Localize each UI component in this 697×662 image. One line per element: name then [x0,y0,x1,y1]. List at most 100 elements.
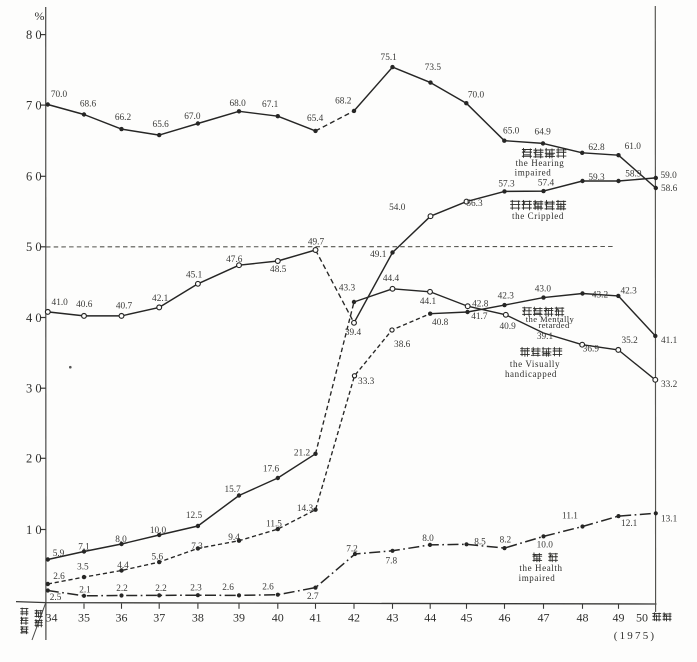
svg-text:61.0: 61.0 [625,142,642,152]
svg-text:2.7: 2.7 [307,592,319,602]
svg-text:75.1: 75.1 [381,53,398,63]
svg-text:57.3: 57.3 [498,180,515,190]
svg-text:3 0: 3 0 [26,382,42,396]
svg-text:(1975): (1975) [614,630,657,642]
svg-text:68.6: 68.6 [80,100,97,110]
svg-text:5.6: 5.6 [151,553,163,563]
svg-text:58.9: 58.9 [625,170,642,180]
svg-text:54.0: 54.0 [389,203,406,213]
svg-text:42.1: 42.1 [152,294,169,304]
svg-text:59.0: 59.0 [661,171,678,181]
svg-text:11.1: 11.1 [562,511,578,521]
svg-text:46: 46 [499,611,511,625]
svg-text:2.5: 2.5 [50,593,62,603]
svg-text:10.0: 10.0 [537,541,554,551]
svg-text:67.1: 67.1 [262,100,279,110]
svg-text:8.2: 8.2 [500,535,512,545]
svg-text:37: 37 [153,611,165,625]
svg-text:67.0: 67.0 [184,112,201,122]
svg-text:10.0: 10.0 [150,526,167,536]
svg-text:43.0: 43.0 [535,285,552,295]
svg-text:38.6: 38.6 [394,340,411,350]
svg-text:41.1: 41.1 [661,336,678,346]
svg-text:56.3: 56.3 [466,199,483,209]
svg-text:48.5: 48.5 [270,265,287,275]
svg-text:12.5: 12.5 [186,511,203,521]
svg-text:7.2: 7.2 [346,545,358,555]
svg-text:retarded: retarded [538,320,570,330]
svg-text:42.8: 42.8 [472,300,489,310]
svg-text:57.4: 57.4 [538,179,555,189]
svg-text:58.6: 58.6 [661,184,678,194]
svg-text:the Hearing: the Hearing [516,158,565,168]
svg-text:42.3: 42.3 [620,286,637,296]
svg-text:33.3: 33.3 [358,377,375,387]
svg-text:3.5: 3.5 [77,563,89,573]
svg-text:7.1: 7.1 [78,542,90,552]
svg-text:the Crippled: the Crippled [512,211,564,221]
svg-text:40.6: 40.6 [76,300,93,310]
svg-text:5.9: 5.9 [53,549,65,559]
svg-text:39.4: 39.4 [345,328,362,338]
svg-text:68.2: 68.2 [335,97,352,107]
svg-text:8.0: 8.0 [422,534,434,544]
svg-text:42: 42 [348,611,360,625]
svg-text:59.3: 59.3 [588,173,605,183]
svg-text:49.1: 49.1 [370,250,387,260]
svg-text:47: 47 [538,611,550,625]
svg-text:the Health: the Health [519,563,562,573]
svg-text:41.7: 41.7 [471,312,488,322]
svg-text:39: 39 [233,611,245,625]
svg-text:65.6: 65.6 [153,120,170,130]
svg-text:43.3: 43.3 [339,284,356,294]
svg-text:50: 50 [636,611,648,625]
svg-text:40.9: 40.9 [499,322,516,332]
svg-text:5 0: 5 0 [26,240,42,254]
svg-text:45.1: 45.1 [186,270,203,280]
svg-text:43: 43 [387,611,399,625]
svg-text:8 0: 8 0 [26,28,42,42]
svg-text:35: 35 [78,611,90,625]
svg-text:40.7: 40.7 [116,301,133,311]
svg-text:impaired: impaired [519,573,556,583]
svg-text:15.7: 15.7 [224,485,241,495]
svg-text:64.9: 64.9 [535,128,552,138]
svg-text:11.5: 11.5 [266,520,282,530]
svg-text:4.4: 4.4 [117,561,129,571]
svg-text:21.2: 21.2 [294,449,311,459]
svg-text:2.3: 2.3 [190,583,202,593]
svg-text:40: 40 [272,611,284,625]
svg-text:42.3: 42.3 [498,292,515,302]
svg-text:39.1: 39.1 [537,332,554,342]
svg-text:2.1: 2.1 [79,586,91,596]
svg-text:13.1: 13.1 [661,515,678,525]
svg-text:2.2: 2.2 [116,584,128,594]
svg-text:70.0: 70.0 [51,90,68,100]
svg-text:9.4: 9.4 [228,533,240,543]
svg-text:47.6: 47.6 [226,255,243,265]
svg-text:7.3: 7.3 [191,542,203,552]
svg-text:49.7: 49.7 [308,238,325,248]
svg-text:handicapped: handicapped [505,369,557,379]
svg-text:2.2: 2.2 [155,584,167,594]
svg-text:66.2: 66.2 [115,113,132,123]
svg-text:70.0: 70.0 [468,91,485,101]
svg-text:68.0: 68.0 [229,99,246,109]
svg-text:%: % [35,9,45,23]
svg-text:impaired: impaired [515,168,552,178]
svg-text:38: 38 [192,611,204,625]
svg-text:7.8: 7.8 [385,556,397,566]
svg-text:8.0: 8.0 [115,535,127,545]
svg-text:2.6: 2.6 [222,583,234,593]
svg-text:the Visually: the Visually [510,359,560,369]
svg-text:14.3: 14.3 [297,504,314,514]
svg-text:62.8: 62.8 [588,143,605,153]
svg-text:73.5: 73.5 [425,63,442,73]
svg-text:48: 48 [577,611,589,625]
svg-text:the Mentally: the Mentally [526,314,575,324]
svg-text:44: 44 [424,611,436,625]
svg-text:6 0: 6 0 [26,170,42,184]
svg-text:12.1: 12.1 [621,519,638,529]
svg-text:49: 49 [613,611,625,625]
svg-text:4 0: 4 0 [26,311,42,325]
